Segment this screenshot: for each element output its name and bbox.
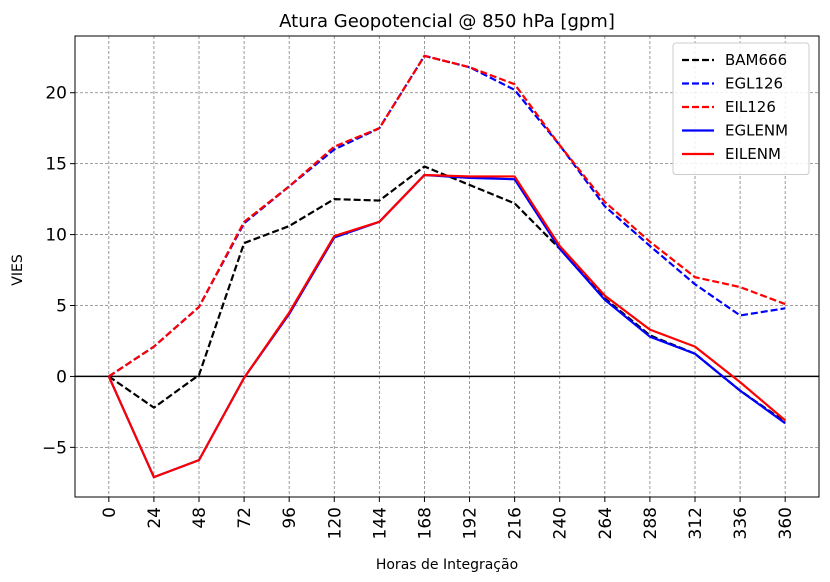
legend-label-eilenm: EILENM bbox=[725, 145, 781, 163]
series-line-eilenm bbox=[107, 173, 786, 479]
x-tick-label: 0 bbox=[100, 507, 120, 518]
x-tick-label: 168 bbox=[415, 507, 435, 539]
x-axis-title: Horas de Integração bbox=[376, 557, 518, 573]
series-line-eil126 bbox=[108, 54, 786, 378]
x-tick-label: 360 bbox=[776, 507, 796, 539]
x-tick-label: 288 bbox=[641, 507, 661, 539]
x-tick-label: 264 bbox=[596, 507, 616, 539]
y-tick-label: 20 bbox=[45, 84, 67, 104]
x-tick-label: 216 bbox=[506, 507, 526, 539]
plot-frame bbox=[74, 35, 820, 498]
y-axis-ticks: −5 0 5 10 15 20 bbox=[42, 84, 75, 458]
y-tick-label: 15 bbox=[45, 155, 67, 175]
y-tick-label: −5 bbox=[42, 438, 67, 458]
legend: BAM666 EGL126 EIL126 EGLENM EILENM bbox=[672, 42, 810, 175]
x-tick-label: 72 bbox=[235, 507, 255, 529]
x-tick-label: 312 bbox=[686, 507, 706, 539]
x-tick-label: 120 bbox=[325, 507, 345, 539]
x-tick-label: 48 bbox=[190, 507, 210, 529]
y-tick-label: 0 bbox=[56, 367, 67, 387]
x-tick-label: 336 bbox=[731, 507, 751, 539]
chart-title: Atura Geopotencial @ 850 hPa [gpm] bbox=[279, 11, 615, 32]
y-tick-label: 10 bbox=[45, 226, 67, 246]
y-axis-title: VIES bbox=[10, 254, 26, 286]
legend-label-eil126: EIL126 bbox=[725, 98, 776, 116]
legend-box bbox=[672, 42, 810, 175]
legend-label-eglenm: EGLENM bbox=[725, 122, 788, 140]
y-tick-label: 5 bbox=[56, 297, 67, 317]
legend-label-bam666: BAM666 bbox=[725, 51, 787, 69]
x-tick-label: 96 bbox=[280, 507, 300, 529]
legend-label-egl126: EGL126 bbox=[725, 75, 783, 93]
x-tick-label: 240 bbox=[551, 507, 571, 539]
x-axis-ticks: 0 24 48 72 96 120 144 168 192 216 240 264 288 312 336 3… bbox=[100, 497, 796, 539]
x-tick-label: 192 bbox=[461, 507, 481, 539]
x-tick-label: 144 bbox=[370, 507, 390, 539]
series-lines bbox=[107, 54, 786, 479]
x-tick-label: 24 bbox=[145, 507, 165, 529]
